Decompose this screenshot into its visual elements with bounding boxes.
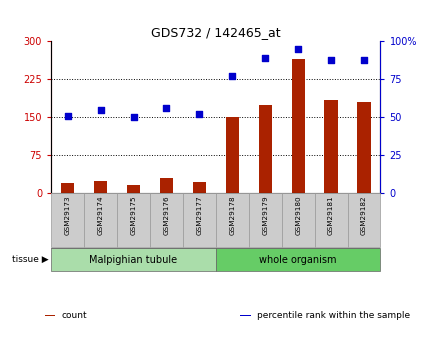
- Text: percentile rank within the sample: percentile rank within the sample: [257, 311, 410, 320]
- Point: [64, 113, 71, 119]
- Bar: [94, 180, 107, 193]
- Point: [97, 107, 104, 112]
- Point: [360, 57, 368, 62]
- Bar: [216, 248, 380, 271]
- Bar: [51, 193, 84, 247]
- Text: count: count: [61, 311, 87, 320]
- Point: [328, 57, 335, 62]
- Title: GDS732 / 142465_at: GDS732 / 142465_at: [151, 26, 281, 39]
- Bar: [315, 193, 348, 247]
- Text: GSM29181: GSM29181: [328, 196, 334, 236]
- Point: [196, 111, 203, 117]
- Bar: [183, 193, 216, 247]
- Bar: [216, 193, 249, 247]
- Bar: [84, 193, 117, 247]
- Bar: [193, 182, 206, 193]
- Bar: [324, 100, 338, 193]
- Text: GSM29179: GSM29179: [262, 196, 268, 236]
- Text: GSM29175: GSM29175: [130, 196, 137, 236]
- Bar: [226, 117, 239, 193]
- Bar: [61, 183, 74, 193]
- Point: [229, 73, 236, 79]
- Bar: [51, 248, 216, 271]
- Text: GSM29176: GSM29176: [163, 196, 170, 236]
- Bar: [348, 193, 380, 247]
- Text: whole organism: whole organism: [259, 255, 337, 265]
- Bar: [291, 59, 305, 193]
- Bar: [240, 315, 251, 316]
- Bar: [259, 105, 272, 193]
- Bar: [150, 193, 183, 247]
- Text: GSM29174: GSM29174: [97, 196, 104, 236]
- Bar: [117, 193, 150, 247]
- Point: [295, 46, 302, 52]
- Bar: [357, 102, 371, 193]
- Text: GSM29182: GSM29182: [361, 196, 367, 236]
- Bar: [127, 185, 140, 193]
- Bar: [160, 178, 173, 193]
- Text: GSM29180: GSM29180: [295, 196, 301, 236]
- Bar: [249, 193, 282, 247]
- Text: tissue ▶: tissue ▶: [12, 255, 49, 264]
- Text: GSM29178: GSM29178: [229, 196, 235, 236]
- Text: GSM29173: GSM29173: [65, 196, 71, 236]
- Text: GSM29177: GSM29177: [196, 196, 202, 236]
- Text: Malpighian tubule: Malpighian tubule: [89, 255, 178, 265]
- Bar: [282, 193, 315, 247]
- Point: [130, 115, 137, 120]
- Point: [163, 106, 170, 111]
- Bar: [44, 315, 55, 316]
- Point: [262, 55, 269, 61]
